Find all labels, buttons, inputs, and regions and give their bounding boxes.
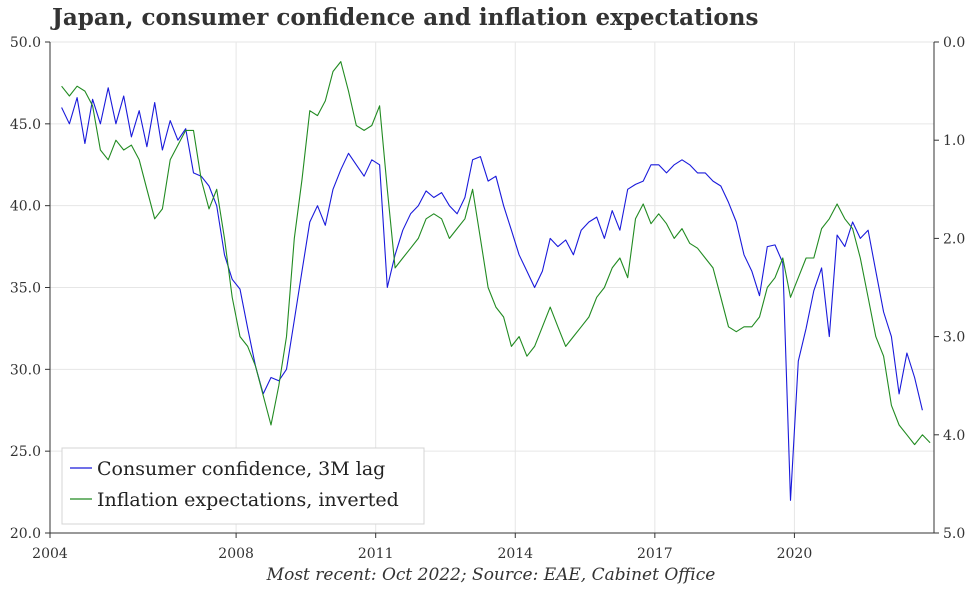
y-right-tick-label: 3.0 (943, 330, 965, 346)
y-right-tick-label: 4.0 (943, 428, 965, 444)
y-left-tick-label: 35.0 (10, 281, 41, 297)
chart-caption: Most recent: Oct 2022; Source: EAE, Cabi… (266, 565, 716, 585)
x-tick-label: 2017 (637, 546, 673, 562)
y-left-tick-label: 50.0 (10, 35, 41, 51)
legend-box (61, 447, 425, 525)
legend-label-consumer-confidence: Consumer confidence, 3M lag (97, 458, 385, 480)
series-lines (61, 61, 931, 501)
y-left-tick-label: 45.0 (10, 117, 41, 133)
series-line-inflation-expectations (61, 61, 931, 446)
x-tick-label: 2011 (358, 546, 394, 562)
x-tick-label: 2020 (777, 546, 813, 562)
y-right-tick-label: 1.0 (943, 133, 965, 149)
y-right-tick-label: 2.0 (943, 231, 965, 247)
axes: 20.0 25.0 30.0 35.0 40.0 45.0 50.0 0.0 1.0 2.0 3.0… (10, 35, 965, 562)
y-left-tick-label: 20.0 (10, 526, 41, 542)
legend-label-inflation-expectations: Inflation expectations, inverted (97, 489, 399, 511)
y-left-tick-label: 40.0 (10, 199, 41, 215)
x-tick-label: 2008 (218, 546, 254, 562)
chart-title: Japan, consumer confidence and inflation… (52, 4, 759, 31)
y-right-tick-label: 0.0 (943, 35, 965, 51)
x-tick-label: 2004 (32, 546, 68, 562)
legend: Consumer confidence, 3M lag Inflation ex… (61, 447, 425, 525)
y-left-tick-label: 30.0 (10, 362, 41, 378)
y-left-tick-label: 25.0 (10, 444, 41, 460)
series-line-consumer-confidence (61, 87, 923, 501)
y-right-tick-label: 5.0 (943, 526, 965, 542)
x-tick-label: 2014 (497, 546, 533, 562)
